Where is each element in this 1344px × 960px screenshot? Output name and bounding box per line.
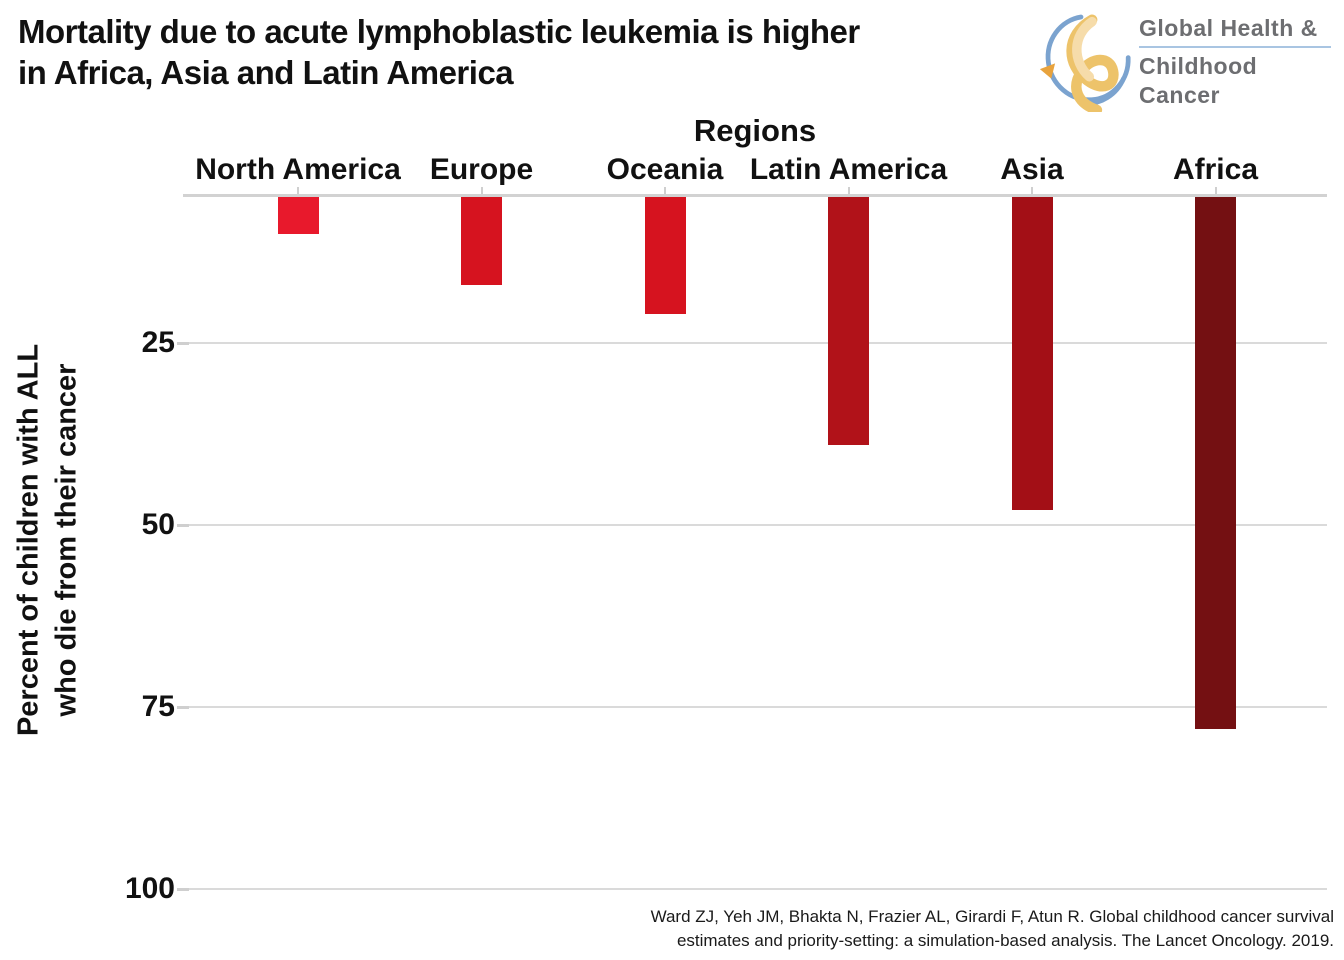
y-axis-title: Percent of children with ALL who die fro… (12, 343, 82, 737)
y-tick-label-25: 25 (141, 326, 175, 359)
category-tick-europe (480, 187, 483, 194)
bar-oceania (644, 197, 686, 314)
category-label-latin-america: Latin America (749, 153, 948, 186)
category-tick-latin-america (847, 187, 850, 194)
bar-europe (461, 197, 502, 285)
y-tick-label-75: 75 (141, 690, 175, 723)
bar-asia (1011, 197, 1053, 511)
y-tick-label-100: 100 (124, 872, 175, 905)
category-tick-asia (1031, 187, 1033, 194)
category-tick-africa (1214, 187, 1217, 194)
y-tick-50 (177, 523, 189, 527)
org-logo: Global Health & Childhood Cancer (1038, 12, 1334, 112)
category-tick-oceania (664, 187, 666, 194)
source-citation: Ward ZJ, Yeh JM, Bhakta N, Frazier AL, G… (650, 906, 1334, 951)
logo-divider (1139, 46, 1331, 49)
x-axis-title: Regions (693, 113, 817, 148)
bar-africa (1195, 197, 1236, 729)
org-name-line2: Childhood Cancer (1139, 53, 1258, 108)
category-label-asia: Asia (1000, 153, 1064, 186)
org-name-line1: Global Health & (1139, 15, 1318, 42)
y-tick-100 (177, 887, 189, 891)
y-tick-25 (177, 341, 189, 345)
category-tick-north-america (297, 187, 299, 194)
page-title: Mortality due to acute lymphoblastic leu… (18, 13, 860, 91)
gridline-75 (187, 706, 1327, 708)
category-label-europe: Europe (429, 153, 534, 186)
category-label-africa: Africa (1172, 153, 1259, 186)
y-tick-75 (177, 705, 189, 709)
bar-latin-america (828, 197, 869, 445)
category-label-oceania: Oceania (606, 153, 724, 186)
org-logo-text: Global Health & Childhood Cancer (1139, 14, 1334, 109)
bar-north-america (277, 197, 319, 234)
gridline-50 (187, 524, 1327, 526)
y-tick-label-50: 50 (141, 508, 175, 541)
ribbon-logo-icon (1039, 14, 1131, 112)
top-axis-line (183, 194, 1327, 197)
category-label-north-america: North America (195, 153, 401, 186)
gridline-25 (187, 342, 1327, 344)
gridline-100 (187, 888, 1327, 890)
